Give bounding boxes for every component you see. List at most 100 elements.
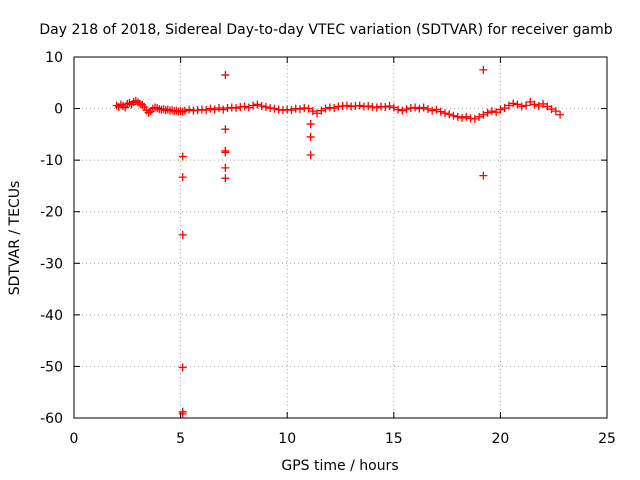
data-point bbox=[500, 104, 509, 113]
data-point bbox=[313, 109, 322, 118]
x-tick-label: 5 bbox=[176, 431, 185, 447]
data-point bbox=[436, 107, 445, 116]
data-point bbox=[389, 103, 398, 112]
y-tick-label: -20 bbox=[40, 205, 63, 221]
data-point bbox=[306, 150, 315, 159]
y-tick-label: -10 bbox=[40, 153, 63, 169]
data-point bbox=[330, 104, 339, 113]
axis-ticks: 0 5 10 15 20 25 10 0 -10 -20 -30 -40 -50 -60 bbox=[40, 50, 616, 447]
data-point bbox=[543, 102, 552, 111]
y-axis-label: SDTVAR / TECUs bbox=[7, 181, 23, 296]
y-tick-label: 0 bbox=[54, 102, 63, 118]
data-point bbox=[423, 105, 432, 114]
data-point bbox=[483, 108, 492, 117]
y-tick-label: -60 bbox=[40, 411, 63, 427]
data-point bbox=[504, 101, 513, 110]
data-point bbox=[440, 109, 449, 118]
data-point bbox=[449, 111, 458, 120]
data-point bbox=[419, 103, 428, 112]
data-point bbox=[178, 230, 187, 239]
data-point bbox=[287, 106, 296, 115]
data-point bbox=[551, 107, 560, 116]
data-point bbox=[221, 174, 230, 183]
x-axis-label: GPS time / hours bbox=[281, 458, 398, 474]
data-point bbox=[355, 101, 364, 110]
data-point bbox=[556, 110, 565, 119]
data-point bbox=[372, 103, 381, 112]
data-point bbox=[219, 105, 228, 114]
data-point bbox=[534, 101, 543, 110]
data-point bbox=[206, 104, 215, 113]
data-point bbox=[479, 110, 488, 119]
x-tick-label: 20 bbox=[491, 431, 509, 447]
data-point bbox=[317, 106, 326, 115]
x-tick-label: 0 bbox=[70, 431, 79, 447]
x-tick-label: 10 bbox=[278, 431, 296, 447]
y-tick-label: -50 bbox=[40, 359, 63, 375]
data-point bbox=[221, 163, 230, 172]
data-point bbox=[381, 103, 390, 112]
x-tick-label: 25 bbox=[598, 431, 616, 447]
data-point bbox=[539, 99, 548, 108]
data-point bbox=[202, 106, 211, 115]
data-point bbox=[221, 148, 230, 157]
data-point bbox=[221, 125, 230, 134]
data-point bbox=[261, 103, 270, 112]
data-point bbox=[270, 104, 279, 113]
data-point bbox=[513, 100, 522, 109]
data-point bbox=[547, 105, 556, 114]
x-tick-label: 15 bbox=[385, 431, 403, 447]
data-point bbox=[221, 71, 230, 80]
y-tick-label: -40 bbox=[40, 308, 63, 324]
data-point bbox=[415, 104, 424, 113]
data-point bbox=[385, 101, 394, 110]
data-point bbox=[240, 102, 249, 111]
data-point bbox=[496, 105, 505, 114]
data-point bbox=[445, 110, 454, 119]
data-point bbox=[458, 113, 467, 122]
data-point bbox=[249, 101, 258, 110]
data-point bbox=[517, 102, 526, 111]
data-point bbox=[432, 105, 441, 114]
data-points bbox=[112, 65, 565, 418]
data-point bbox=[521, 101, 530, 110]
chart-title: Day 218 of 2018, Sidereal Day-to-day VTE… bbox=[39, 22, 612, 38]
data-point bbox=[526, 97, 535, 106]
data-point bbox=[487, 107, 496, 116]
data-point bbox=[178, 409, 187, 418]
data-point bbox=[479, 171, 488, 180]
data-point bbox=[257, 101, 266, 110]
data-point bbox=[304, 104, 313, 113]
data-point bbox=[295, 105, 304, 114]
data-point bbox=[306, 120, 315, 129]
data-point bbox=[178, 363, 187, 372]
data-point bbox=[475, 112, 484, 121]
data-point bbox=[308, 107, 317, 116]
data-point bbox=[492, 108, 501, 117]
y-tick-label: -30 bbox=[40, 256, 63, 272]
data-point bbox=[402, 105, 411, 114]
y-tick-label: 10 bbox=[45, 50, 63, 66]
data-point bbox=[428, 106, 437, 115]
data-point bbox=[462, 112, 471, 121]
data-point bbox=[453, 112, 462, 121]
data-point bbox=[210, 105, 219, 114]
data-point bbox=[180, 106, 189, 115]
data-point bbox=[178, 152, 187, 161]
data-point bbox=[253, 100, 262, 109]
data-point bbox=[321, 104, 330, 113]
data-point bbox=[244, 103, 253, 112]
data-point bbox=[178, 173, 187, 182]
data-point bbox=[398, 106, 407, 115]
data-point bbox=[185, 105, 194, 114]
data-point bbox=[342, 101, 351, 110]
data-point bbox=[479, 65, 488, 74]
data-point bbox=[232, 104, 241, 113]
data-point bbox=[394, 105, 403, 114]
plot-frame bbox=[73, 56, 608, 419]
data-point bbox=[530, 100, 539, 109]
data-point bbox=[214, 104, 223, 113]
data-point bbox=[470, 114, 479, 123]
